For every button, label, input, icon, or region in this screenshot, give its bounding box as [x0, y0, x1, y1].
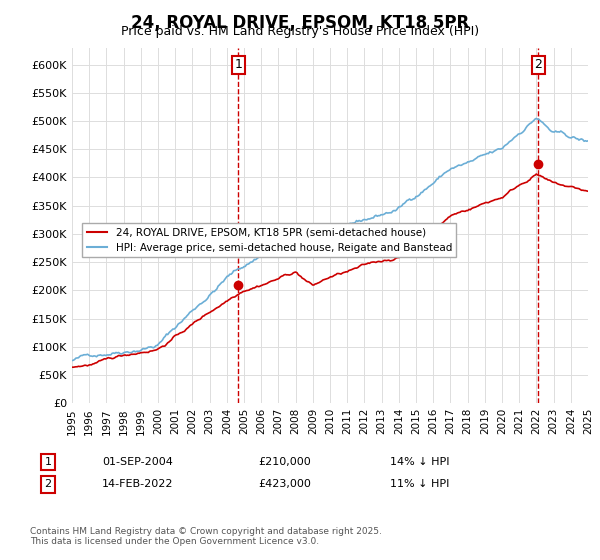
- Text: 2: 2: [535, 58, 542, 71]
- Text: Contains HM Land Registry data © Crown copyright and database right 2025.
This d: Contains HM Land Registry data © Crown c…: [30, 526, 382, 546]
- Text: 1: 1: [44, 457, 52, 467]
- Text: 24, ROYAL DRIVE, EPSOM, KT18 5PR: 24, ROYAL DRIVE, EPSOM, KT18 5PR: [131, 14, 469, 32]
- Legend: 24, ROYAL DRIVE, EPSOM, KT18 5PR (semi-detached house), HPI: Average price, semi: 24, ROYAL DRIVE, EPSOM, KT18 5PR (semi-d…: [82, 223, 456, 257]
- Text: 01-SEP-2004: 01-SEP-2004: [102, 457, 173, 467]
- Text: 11% ↓ HPI: 11% ↓ HPI: [390, 479, 449, 489]
- Text: 2: 2: [44, 479, 52, 489]
- Text: 1: 1: [235, 58, 242, 71]
- Text: Price paid vs. HM Land Registry's House Price Index (HPI): Price paid vs. HM Land Registry's House …: [121, 25, 479, 38]
- Text: £423,000: £423,000: [258, 479, 311, 489]
- Text: 14% ↓ HPI: 14% ↓ HPI: [390, 457, 449, 467]
- Text: 14-FEB-2022: 14-FEB-2022: [102, 479, 173, 489]
- Text: £210,000: £210,000: [258, 457, 311, 467]
